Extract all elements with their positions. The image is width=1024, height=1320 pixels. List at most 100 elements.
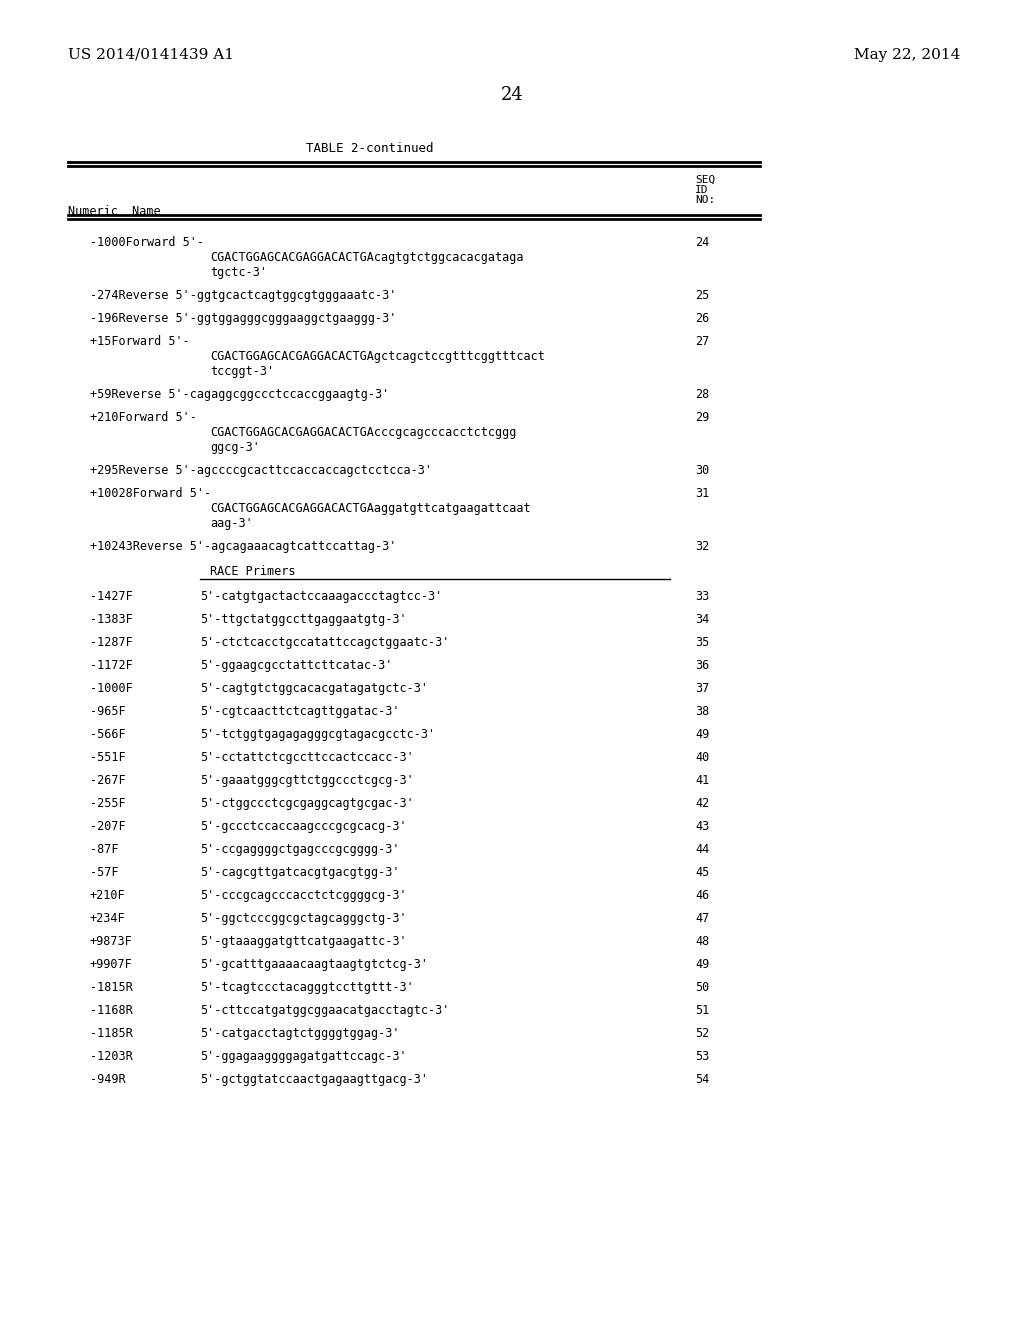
Text: -1185R: -1185R [90, 1027, 133, 1040]
Text: +9907F: +9907F [90, 958, 133, 972]
Text: 5'-cctattctcgccttccactccacc-3': 5'-cctattctcgccttccactccacc-3' [200, 751, 414, 764]
Text: CGACTGGAGCACGAGGACACTGAcccgcagcccacctctcggg: CGACTGGAGCACGAGGACACTGAcccgcagcccacctctc… [210, 426, 516, 440]
Text: 38: 38 [695, 705, 710, 718]
Text: 37: 37 [695, 682, 710, 696]
Text: 5'-ttgctatggccttgaggaatgtg-3': 5'-ttgctatggccttgaggaatgtg-3' [200, 612, 407, 626]
Text: 5'-gctggtatccaactgagaagttgacg-3': 5'-gctggtatccaactgagaagttgacg-3' [200, 1073, 428, 1086]
Text: +59Reverse 5'-cagaggcggccctccaccggaagtg-3': +59Reverse 5'-cagaggcggccctccaccggaagtg-… [90, 388, 389, 401]
Text: CGACTGGAGCACGAGGACACTGAcagtgtctggcacacgataga: CGACTGGAGCACGAGGACACTGAcagtgtctggcacacga… [210, 251, 523, 264]
Text: 41: 41 [695, 774, 710, 787]
Text: -566F: -566F [90, 729, 126, 741]
Text: -1172F: -1172F [90, 659, 133, 672]
Text: 33: 33 [695, 590, 710, 603]
Text: 48: 48 [695, 935, 710, 948]
Text: 50: 50 [695, 981, 710, 994]
Text: 5'-gtaaaggatgttcatgaagattc-3': 5'-gtaaaggatgttcatgaagattc-3' [200, 935, 407, 948]
Text: 5'-tctggtgagagagggcgtagacgcctc-3': 5'-tctggtgagagagggcgtagacgcctc-3' [200, 729, 435, 741]
Text: -57F: -57F [90, 866, 119, 879]
Text: -551F: -551F [90, 751, 126, 764]
Text: 5'-cagtgtctggcacacgatagatgctc-3': 5'-cagtgtctggcacacgatagatgctc-3' [200, 682, 428, 696]
Text: -274Reverse 5'-ggtgcactcagtggcgtgggaaatc-3': -274Reverse 5'-ggtgcactcagtggcgtgggaaatc… [90, 289, 396, 302]
Text: 5'-cagcgttgatcacgtgacgtgg-3': 5'-cagcgttgatcacgtgacgtgg-3' [200, 866, 399, 879]
Text: May 22, 2014: May 22, 2014 [854, 48, 961, 62]
Text: -965F: -965F [90, 705, 126, 718]
Text: 53: 53 [695, 1049, 710, 1063]
Text: 5'-gaaatgggcgttctggccctcgcg-3': 5'-gaaatgggcgttctggccctcgcg-3' [200, 774, 414, 787]
Text: 32: 32 [695, 540, 710, 553]
Text: Numeric  Name: Numeric Name [68, 205, 161, 218]
Text: 31: 31 [695, 487, 710, 500]
Text: 49: 49 [695, 958, 710, 972]
Text: 54: 54 [695, 1073, 710, 1086]
Text: NO:: NO: [695, 195, 715, 205]
Text: 24: 24 [695, 236, 710, 249]
Text: -1427F: -1427F [90, 590, 133, 603]
Text: 5'-cttccatgatggcggaacatgacctagtc-3': 5'-cttccatgatggcggaacatgacctagtc-3' [200, 1005, 450, 1016]
Text: 36: 36 [695, 659, 710, 672]
Text: 30: 30 [695, 465, 710, 477]
Text: +10243Reverse 5'-agcagaaacagtcattccattag-3': +10243Reverse 5'-agcagaaacagtcattccattag… [90, 540, 396, 553]
Text: -1168R: -1168R [90, 1005, 133, 1016]
Text: -1203R: -1203R [90, 1049, 133, 1063]
Text: 44: 44 [695, 843, 710, 855]
Text: -949R: -949R [90, 1073, 126, 1086]
Text: 25: 25 [695, 289, 710, 302]
Text: +210Forward 5'-: +210Forward 5'- [90, 411, 197, 424]
Text: -1287F: -1287F [90, 636, 133, 649]
Text: aag-3': aag-3' [210, 517, 253, 531]
Text: 5'-ctctcacctgccatattccagctggaatc-3': 5'-ctctcacctgccatattccagctggaatc-3' [200, 636, 450, 649]
Text: 5'-ctggccctcgcgaggcagtgcgac-3': 5'-ctggccctcgcgaggcagtgcgac-3' [200, 797, 414, 810]
Text: ggcg-3': ggcg-3' [210, 441, 260, 454]
Text: 49: 49 [695, 729, 710, 741]
Text: RACE Primers: RACE Primers [210, 565, 296, 578]
Text: 5'-cgtcaacttctcagttggatac-3': 5'-cgtcaacttctcagttggatac-3' [200, 705, 399, 718]
Text: +210F: +210F [90, 888, 126, 902]
Text: -1815R: -1815R [90, 981, 133, 994]
Text: TABLE 2-continued: TABLE 2-continued [306, 141, 434, 154]
Text: +10028Forward 5'-: +10028Forward 5'- [90, 487, 211, 500]
Text: -87F: -87F [90, 843, 119, 855]
Text: +295Reverse 5'-agccccgcacttccaccaccagctcctcca-3': +295Reverse 5'-agccccgcacttccaccaccagctc… [90, 465, 432, 477]
Text: -267F: -267F [90, 774, 126, 787]
Text: 27: 27 [695, 335, 710, 348]
Text: 5'-ggaagcgcctattcttcatac-3': 5'-ggaagcgcctattcttcatac-3' [200, 659, 392, 672]
Text: CGACTGGAGCACGAGGACACTGAaggatgttcatgaagattcaat: CGACTGGAGCACGAGGACACTGAaggatgttcatgaagat… [210, 502, 530, 515]
Text: 43: 43 [695, 820, 710, 833]
Text: 5'-gccctccaccaagcccgcgcacg-3': 5'-gccctccaccaagcccgcgcacg-3' [200, 820, 407, 833]
Text: 5'-tcagtccctacagggtccttgttt-3': 5'-tcagtccctacagggtccttgttt-3' [200, 981, 414, 994]
Text: 35: 35 [695, 636, 710, 649]
Text: 34: 34 [695, 612, 710, 626]
Text: 29: 29 [695, 411, 710, 424]
Text: 52: 52 [695, 1027, 710, 1040]
Text: tccggt-3': tccggt-3' [210, 366, 274, 378]
Text: ID: ID [695, 185, 709, 195]
Text: tgctc-3': tgctc-3' [210, 267, 267, 279]
Text: -255F: -255F [90, 797, 126, 810]
Text: 26: 26 [695, 312, 710, 325]
Text: SEQ: SEQ [695, 176, 715, 185]
Text: 5'-ggagaaggggagatgattccagc-3': 5'-ggagaaggggagatgattccagc-3' [200, 1049, 407, 1063]
Text: 24: 24 [501, 86, 523, 104]
Text: +15Forward 5'-: +15Forward 5'- [90, 335, 189, 348]
Text: -1383F: -1383F [90, 612, 133, 626]
Text: 51: 51 [695, 1005, 710, 1016]
Text: 28: 28 [695, 388, 710, 401]
Text: 5'-cccgcagcccacctctcggggcg-3': 5'-cccgcagcccacctctcggggcg-3' [200, 888, 407, 902]
Text: 5'-ccgaggggctgagcccgcgggg-3': 5'-ccgaggggctgagcccgcgggg-3' [200, 843, 399, 855]
Text: US 2014/0141439 A1: US 2014/0141439 A1 [68, 48, 234, 62]
Text: 46: 46 [695, 888, 710, 902]
Text: 45: 45 [695, 866, 710, 879]
Text: -196Reverse 5'-ggtggagggcgggaaggctgaaggg-3': -196Reverse 5'-ggtggagggcgggaaggctgaaggg… [90, 312, 396, 325]
Text: 5'-ggctcccggcgctagcagggctg-3': 5'-ggctcccggcgctagcagggctg-3' [200, 912, 407, 925]
Text: -1000Forward 5'-: -1000Forward 5'- [90, 236, 204, 249]
Text: -1000F: -1000F [90, 682, 133, 696]
Text: 5'-gcatttgaaaacaagtaagtgtctcg-3': 5'-gcatttgaaaacaagtaagtgtctcg-3' [200, 958, 428, 972]
Text: 42: 42 [695, 797, 710, 810]
Text: +9873F: +9873F [90, 935, 133, 948]
Text: 40: 40 [695, 751, 710, 764]
Text: -207F: -207F [90, 820, 126, 833]
Text: CGACTGGAGCACGAGGACACTGAgctcagctccgtttcggtttcact: CGACTGGAGCACGAGGACACTGAgctcagctccgtttcgg… [210, 350, 545, 363]
Text: 5'-catgtgactactccaaagaccctagtcc-3': 5'-catgtgactactccaaagaccctagtcc-3' [200, 590, 442, 603]
Text: 47: 47 [695, 912, 710, 925]
Text: +234F: +234F [90, 912, 126, 925]
